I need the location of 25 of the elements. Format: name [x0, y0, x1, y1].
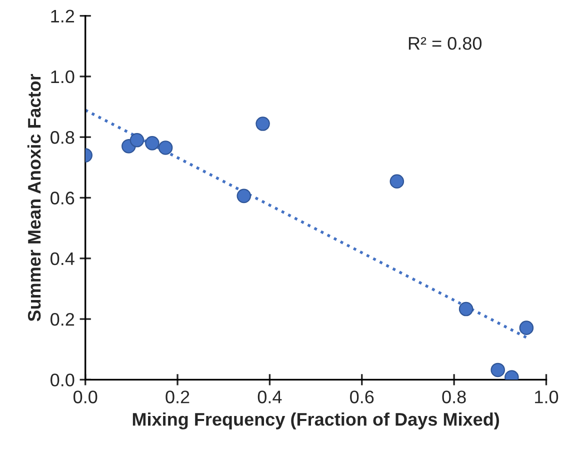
point [519, 320, 534, 335]
x-tick-label: 0.0 [74, 390, 98, 404]
x-tick-label: 0.8 [442, 390, 466, 404]
point [256, 116, 270, 131]
y-tick-label: 1.0 [51, 70, 74, 84]
point [130, 132, 144, 148]
x-tick-label: 0.4 [258, 390, 282, 404]
y-tick-label: 0.8 [50, 131, 74, 144]
point [158, 140, 173, 155]
point [145, 136, 160, 150]
y-tick-label: 0.4 [50, 252, 74, 266]
y-tick-label: 0.2 [50, 312, 74, 326]
y-tick-label: 1.2 [51, 10, 74, 22]
point [458, 302, 474, 316]
y-tick-label: 0.6 [50, 192, 74, 204]
x-tick-label: 1.0 [535, 390, 558, 404]
x-tick-label: 0.6 [350, 390, 374, 404]
point [490, 362, 505, 378]
point [236, 188, 252, 204]
point [390, 174, 404, 189]
annotation: R² = 0.80 [408, 36, 482, 50]
y-tick-label: 0.0 [50, 374, 74, 386]
x-tick-label: 0.2 [166, 390, 190, 404]
y-axis-title: Summer Mean Anoxic Factor [27, 74, 41, 322]
x-axis-title: Mixing Frequency (Fraction of Days Mixed) [132, 412, 500, 430]
